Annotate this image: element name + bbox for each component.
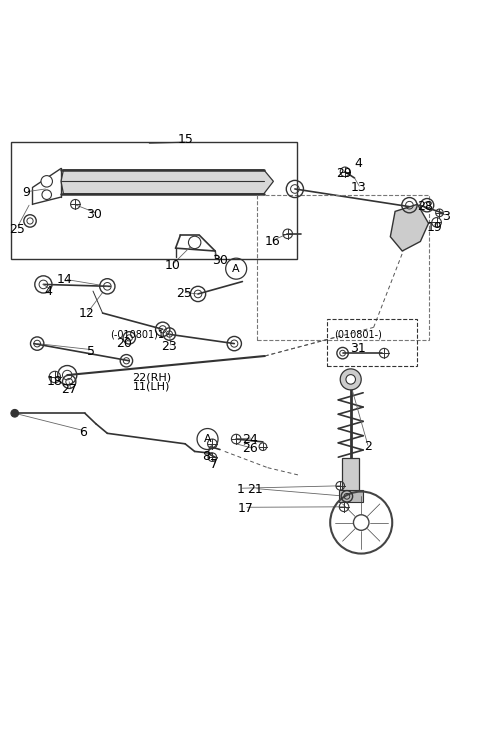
Text: 29: 29 xyxy=(336,166,352,180)
Text: 20: 20 xyxy=(117,337,132,350)
Text: 26: 26 xyxy=(242,442,258,455)
Text: 10: 10 xyxy=(164,259,180,272)
Text: 23: 23 xyxy=(161,340,177,353)
Text: 4: 4 xyxy=(354,157,362,170)
Text: 9: 9 xyxy=(22,185,30,199)
Text: (010801-): (010801-) xyxy=(335,329,382,339)
Circle shape xyxy=(42,190,51,199)
Text: 17: 17 xyxy=(238,502,253,515)
Bar xyxy=(342,458,360,500)
Text: 13: 13 xyxy=(350,181,366,194)
Text: 25: 25 xyxy=(9,223,24,235)
Text: 7: 7 xyxy=(210,458,218,471)
Text: 18: 18 xyxy=(47,375,63,388)
Text: 11(LH): 11(LH) xyxy=(133,382,170,391)
Circle shape xyxy=(189,236,201,248)
Text: (-010801)1: (-010801)1 xyxy=(110,329,164,339)
Circle shape xyxy=(346,375,356,384)
Bar xyxy=(339,490,363,502)
Text: 25: 25 xyxy=(176,287,192,301)
Text: 12: 12 xyxy=(78,306,94,320)
Text: 22(RH): 22(RH) xyxy=(132,373,171,383)
Text: 28: 28 xyxy=(417,200,433,213)
Text: 19: 19 xyxy=(427,221,443,234)
Text: 30: 30 xyxy=(86,208,102,221)
Text: 31: 31 xyxy=(350,342,366,355)
Text: 21: 21 xyxy=(247,483,263,496)
Text: 14: 14 xyxy=(57,273,72,286)
Text: 30: 30 xyxy=(212,254,228,267)
Polygon shape xyxy=(61,170,274,194)
Text: 1: 1 xyxy=(237,483,245,496)
Text: 6: 6 xyxy=(80,426,87,439)
Text: 24: 24 xyxy=(242,432,258,446)
Text: 27: 27 xyxy=(61,383,77,396)
Text: 15: 15 xyxy=(177,133,193,147)
Circle shape xyxy=(11,410,19,417)
Text: 2: 2 xyxy=(364,441,372,453)
Circle shape xyxy=(41,176,52,187)
Text: 5: 5 xyxy=(87,345,95,358)
Polygon shape xyxy=(390,205,429,251)
Text: 8: 8 xyxy=(202,450,210,463)
Text: 4: 4 xyxy=(44,284,52,298)
Text: 16: 16 xyxy=(264,235,280,248)
Circle shape xyxy=(340,369,361,390)
Text: A: A xyxy=(204,434,211,444)
Text: 3: 3 xyxy=(442,210,450,223)
Text: A: A xyxy=(232,264,240,273)
